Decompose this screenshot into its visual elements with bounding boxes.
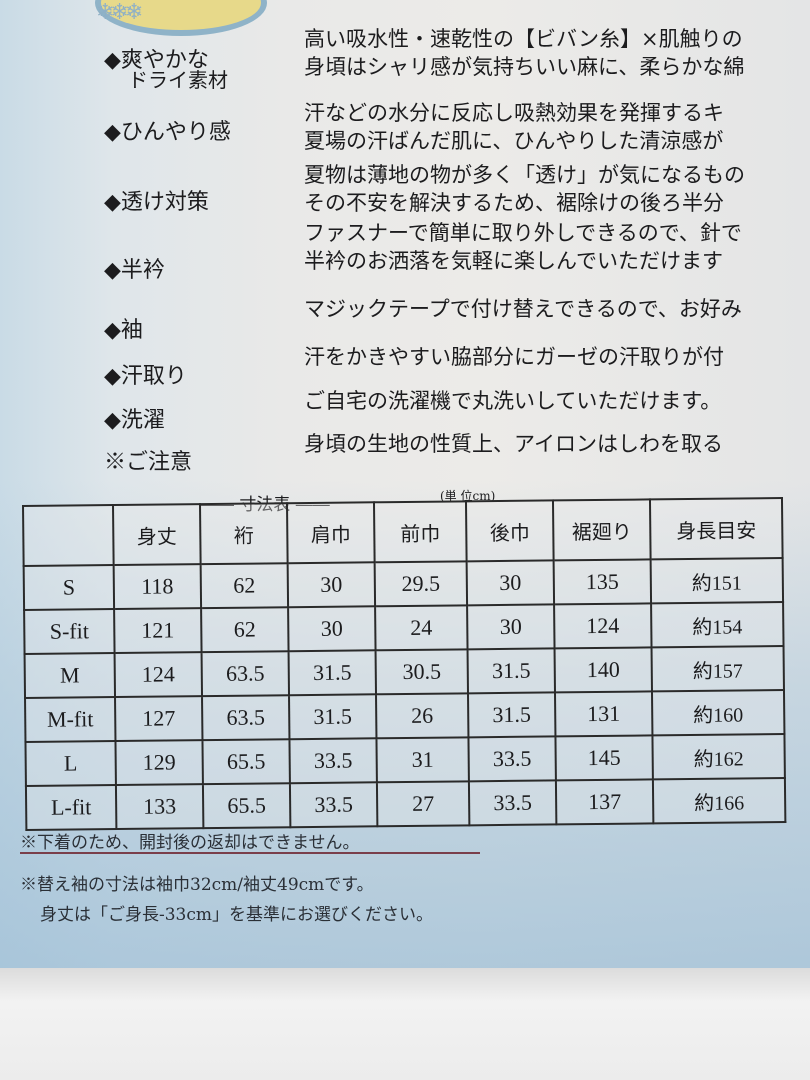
table-cell: 31.5 (289, 694, 377, 740)
table-cell: 131 (554, 691, 653, 737)
table-cell: 27 (376, 781, 470, 827)
table-cell: 30 (466, 560, 555, 606)
feature-description: 身頃はシャリ感が気持ちいい麻に、柔らかな綿 (304, 55, 745, 79)
column-header: 裾廻り (552, 499, 651, 561)
size-label-cell: M-fit (25, 697, 116, 742)
table-cell: 65.5 (202, 783, 291, 829)
column-header: 裄 (200, 503, 288, 565)
table-cell: 65.5 (202, 739, 290, 785)
table-cell: 129 (115, 740, 203, 786)
table-cell: 31.5 (467, 692, 556, 738)
column-header: 後巾 (465, 500, 554, 562)
feature-description: 高い吸水性・速乾性の【ビバン糸】×肌触りの (304, 27, 743, 51)
size-label-cell: L-fit (25, 785, 117, 830)
table-row: S 118 62 30 29.5 30 135 約151 (23, 558, 784, 610)
feature-description: ファスナーで簡単に取り外しできるので、針で (304, 221, 742, 245)
table-cell: 62 (200, 563, 289, 609)
feature-label: ◆半衿 (104, 258, 165, 283)
column-header: 身長目安 (649, 498, 783, 560)
table-row: S-fit 121 62 30 24 30 124 約154 (24, 602, 784, 654)
table-row: L-fit 133 65.5 33.5 27 33.5 137 約166 (25, 778, 786, 830)
size-table-title: ―― 寸法表 ―― (200, 495, 330, 515)
column-header (23, 505, 114, 566)
table-cell: 31 (376, 737, 469, 783)
feature-description: その不安を解決するため、裾除けの後ろ半分 (304, 191, 724, 215)
column-header: 肩巾 (286, 502, 375, 564)
feature-description: マジックテープで付け替えできるので、お好み (304, 297, 742, 321)
feature-description: 夏物は薄地の物が多く「透け」が気になるもの (304, 163, 745, 187)
table-cell: 63.5 (202, 695, 290, 741)
feature-description: 半衿のお洒落を気軽に楽しんでいただけます (304, 249, 723, 273)
feature-description: 身頃の生地の性質上、アイロンはしわを取る (304, 432, 723, 456)
table-cell: 140 (554, 647, 652, 693)
table-row: L 129 65.5 33.5 31 33.5 145 約162 (25, 734, 785, 786)
table-cell: 30 (467, 604, 555, 650)
table-cell: 133 (115, 784, 204, 830)
size-table: 身丈裄肩巾 前巾 後巾 裾廻り 身長目安 S 118 62 30 29.5 30 135 約151 S-… (22, 497, 786, 831)
feature-label-line2: ドライ素材 (128, 68, 228, 92)
table-cell: 33.5 (289, 738, 377, 784)
feature-label: ◆爽やかな (104, 48, 209, 73)
table-cell: 約157 (651, 646, 784, 692)
note-sleeve-size: ※替え袖の寸法は袖巾32cm/袖丈49cmです。 (20, 875, 374, 895)
table-cell: 33.5 (468, 736, 556, 782)
feature-label: ◆洗濯 (104, 408, 165, 433)
feature-label: ◆透け対策 (104, 190, 209, 215)
table-cell: 約154 (651, 602, 784, 648)
table-cell: 約151 (650, 558, 784, 604)
size-label-cell: L (25, 741, 116, 786)
table-cell: 135 (553, 559, 652, 605)
note-underline (20, 852, 480, 854)
table-cell: 29.5 (374, 561, 468, 607)
size-label-cell: M (24, 653, 116, 698)
table-cell: 63.5 (201, 651, 290, 697)
feature-description: 汗などの水分に反応し吸熱効果を発揮するキ (304, 101, 724, 125)
table-cell: 145 (555, 735, 653, 781)
feature-label: ◆袖 (104, 318, 143, 343)
table-cell: 26 (376, 693, 469, 739)
table-cell: 62 (201, 607, 289, 653)
feature-description: 夏場の汗ばんだ肌に、ひんやりした清涼感が (304, 129, 724, 153)
column-header: 前巾 (373, 501, 467, 563)
note-no-return: ※下着のため、開封後の返却はできません。 (20, 833, 360, 853)
table-cell: 約160 (651, 690, 785, 736)
table-cell: 30 (287, 562, 376, 608)
table-cell: 127 (115, 696, 203, 742)
table-cell: 33.5 (468, 780, 557, 826)
snowflake-pattern-icon: ❄❄❄ (96, 0, 143, 25)
table-cell: 124 (114, 652, 203, 698)
table-cell: 24 (375, 605, 468, 651)
table-cell: 30.5 (375, 649, 468, 695)
table-cell: 約162 (652, 734, 785, 780)
table-cell: 137 (555, 779, 654, 825)
table-cell: 30 (288, 606, 376, 652)
table-cell: 31.5 (288, 650, 377, 696)
table-cell: 31.5 (467, 648, 555, 694)
feature-label: ※ご注意 (104, 450, 193, 475)
size-label-cell: S (23, 565, 115, 610)
feature-label: ◆ひんやり感 (104, 120, 231, 145)
table-row: M 124 63.5 31.5 30.5 31.5 140 約157 (24, 646, 784, 698)
table-header-row: 身丈裄肩巾 前巾 後巾 裾廻り 身長目安 (23, 498, 783, 566)
table-cell: 121 (114, 608, 202, 654)
size-table-unit: (単 位cm) (440, 489, 496, 503)
table-cell: 33.5 (289, 782, 378, 828)
feature-description: 汗をかきやすい脇部分にガーゼの汗取りが付 (304, 345, 724, 369)
table-row: M-fit 127 63.5 31.5 26 31.5 131 約160 (25, 690, 785, 742)
column-header: 身丈 (113, 504, 201, 566)
note-length-guide: 身丈は「ご身長-33cm」を基準にお選びください。 (40, 905, 434, 925)
size-label-cell: S-fit (24, 609, 115, 654)
feature-label: ◆汗取り (104, 364, 187, 389)
table-cell: 118 (113, 564, 202, 610)
feature-description: ご自宅の洗濯機で丸洗いしていただけます。 (304, 389, 722, 413)
table-cell: 124 (554, 603, 652, 649)
paper-blue-pattern (0, 480, 810, 968)
white-fabric (0, 968, 810, 1080)
table-cell: 約166 (652, 778, 786, 824)
